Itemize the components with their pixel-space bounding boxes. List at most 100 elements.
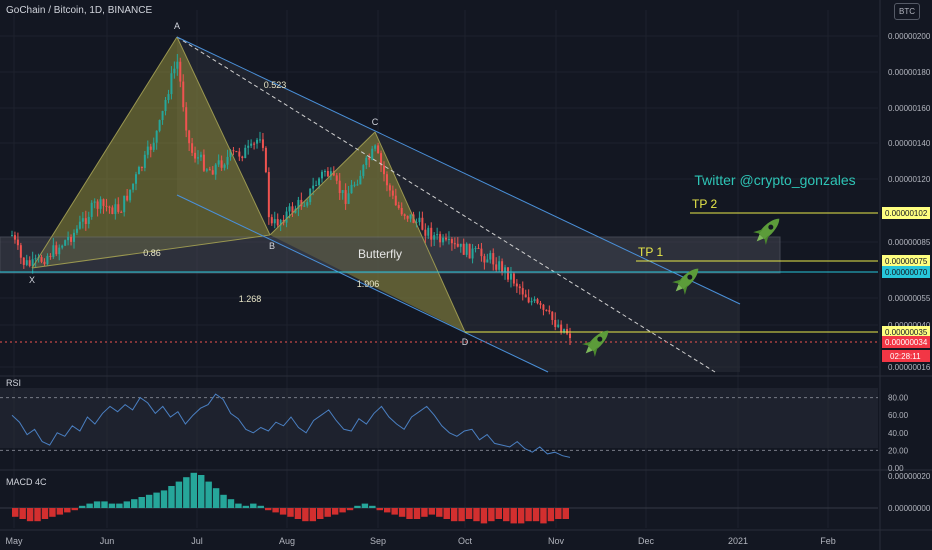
macd-bar [294,508,302,519]
tp-label: TP 1 [638,245,663,259]
channel-midline [176,36,716,373]
candle-body [167,94,170,100]
y-tick-label: 0.00000016 [888,363,931,372]
candle-body [368,157,371,160]
macd-bar [503,508,510,522]
macd-bar [41,508,49,519]
candle-body [569,333,571,339]
rocket-window [597,336,603,342]
macd-bar [160,490,168,508]
candle-body [492,253,495,265]
candle-body [61,245,64,248]
candle-body [545,309,548,311]
candle-body [539,303,542,305]
candle-body [244,147,247,159]
price-tag [882,266,930,278]
candle-body [199,154,202,158]
macd-bar [227,499,235,508]
candle-body [400,207,403,215]
candle-body [96,201,99,209]
candle-body [137,167,140,175]
candle-body [294,208,297,213]
candle-body [126,195,129,201]
candle-body [515,283,518,287]
x-tick-label: Jun [100,536,115,546]
candle-body [326,171,329,177]
ratio-label: 1.268 [239,294,262,304]
candle-body [197,157,199,159]
candle-body [256,139,259,144]
candle-body [495,264,498,270]
candle-body [87,216,90,224]
candle-body [34,258,37,260]
channel-fill [177,37,740,372]
x-tick-label: May [5,536,23,546]
candle-body [58,247,61,255]
x-tick-label: Feb [820,536,836,546]
candle-body [188,130,191,144]
macd-bar [361,503,369,508]
candle-body [117,204,120,212]
candle-body [321,171,323,179]
candle-body [344,190,347,204]
macd-bar [339,508,346,513]
rockets [582,218,780,357]
macd-bar [458,508,465,522]
currency-badge[interactable]: BTC [894,3,920,20]
candle-body [143,154,146,168]
candle-body [108,206,111,208]
x-tick-label: Dec [638,536,655,546]
candle-body [140,167,143,169]
candle-body [329,171,332,177]
macd-bar [436,508,443,517]
candle-body [78,221,81,229]
candle-body [247,145,250,148]
candle-body [385,174,388,186]
candle-body [135,174,137,184]
harmonic-bcd [270,132,465,332]
candle-body [300,199,303,207]
macd-bar [116,503,123,508]
candle-body [391,190,394,196]
rocket-flame [756,234,764,242]
harmonic-edge [176,36,271,236]
macd-bar [309,508,317,522]
candle-body [13,235,16,240]
harmonic-point-label: X [29,275,35,285]
candle-body [533,299,536,302]
rsi-line [11,393,571,458]
rsi-tick-label: 80.00 [888,394,909,403]
price-tag-label: 0.00000075 [885,257,928,266]
candle-body [332,171,335,176]
symbol-title[interactable]: GoChain / Bitcoin, 1D, BINANCE [6,5,153,16]
candle-body [347,193,350,204]
rsi-label: RSI [6,378,22,388]
candle-body [229,150,232,157]
macd-bar [153,492,160,508]
candle-body [253,143,256,145]
candle-body [132,183,135,190]
candle-body [81,218,84,222]
rocket-window [768,224,774,230]
macd-bar [175,481,183,508]
rocket-icon [753,218,780,245]
macd-bar [123,501,131,508]
macd-bar [168,486,175,508]
candle-body [306,202,309,206]
candle-body [430,227,433,240]
x-tick-label: Jul [191,536,203,546]
candle-body [406,215,409,219]
candle-body [194,152,197,159]
rocket-flame [585,346,593,354]
y-tick-label: 0.00000140 [888,139,931,148]
channel-upper [176,36,741,305]
candle-body [40,257,43,262]
rsi-pane [0,388,878,458]
candle-body [536,299,539,304]
price-tag [882,326,930,338]
candle-body [276,219,279,226]
candle-body [551,311,554,320]
candle-body [504,267,507,273]
candle-body [365,157,368,166]
